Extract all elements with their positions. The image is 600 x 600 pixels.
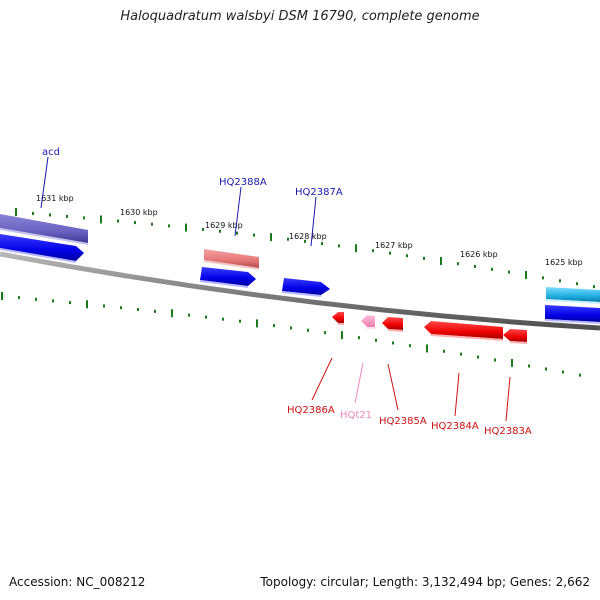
gene-blue-right[interactable] (545, 305, 600, 324)
scale-label-1627: 1627 kbp (375, 241, 413, 250)
gene-label-acd[interactable]: acd (42, 147, 60, 158)
leader-hqt21 (354, 362, 364, 404)
gene-red-hq2386a[interactable] (332, 312, 344, 325)
gene-blue-left[interactable] (0, 234, 84, 263)
scale-ticks-top (15, 208, 595, 289)
gene-label-hq2384a[interactable]: HQ2384A (431, 421, 479, 432)
gene-red-hq2383a[interactable] (503, 329, 527, 344)
feature-cyan-right[interactable] (546, 287, 600, 304)
leader-acd (40, 156, 49, 209)
gene-label-hq2385a[interactable]: HQ2385A (379, 416, 427, 427)
trna-pink-hqt21[interactable] (361, 315, 375, 329)
gene-label-hq2383a[interactable]: HQ2383A (484, 426, 532, 437)
scale-label-1626: 1626 kbp (460, 250, 498, 259)
scale-label-1631: 1631 kbp (36, 194, 74, 203)
scale-label-1629: 1629 kbp (205, 221, 243, 230)
gene-red-hq2385a[interactable] (382, 317, 403, 332)
genome-stats-text: Topology: circular; Length: 3,132,494 bp… (260, 575, 590, 589)
feature-salmon-hq2388a[interactable] (204, 249, 259, 270)
gene-blue-hq2388a[interactable] (200, 267, 256, 288)
gene-label-hq2386a[interactable]: HQ2386A (287, 405, 335, 416)
scale-label-1625: 1625 kbp (545, 258, 583, 267)
leader-hq2387a (310, 196, 317, 247)
gene-label-hq2387a[interactable]: HQ2387A (295, 187, 343, 198)
leader-hq2388a (234, 186, 242, 237)
gene-label-hq2388a[interactable]: HQ2388A (219, 177, 267, 188)
gene-red-hq2384a[interactable] (424, 321, 503, 341)
scale-ticks-bottom (1, 292, 581, 377)
leader-hq2383a (505, 376, 511, 422)
map-title: Haloquadratum walsbyi DSM 16790, complet… (120, 9, 480, 24)
feature-purple-acd[interactable] (0, 214, 88, 245)
accession-text: Accession: NC_008212 (9, 575, 146, 589)
genome-backbone (0, 251, 600, 331)
leader-hq2384a (454, 372, 460, 417)
scale-label-1628: 1628 kbp (289, 232, 327, 241)
scale-label-1630: 1630 kbp (120, 208, 158, 217)
leader-hq2386a (311, 357, 333, 401)
leader-hq2385a (387, 363, 399, 411)
gene-blue-hq2387a[interactable] (282, 278, 330, 297)
gene-label-hqt21[interactable]: HQt21 (340, 410, 372, 421)
